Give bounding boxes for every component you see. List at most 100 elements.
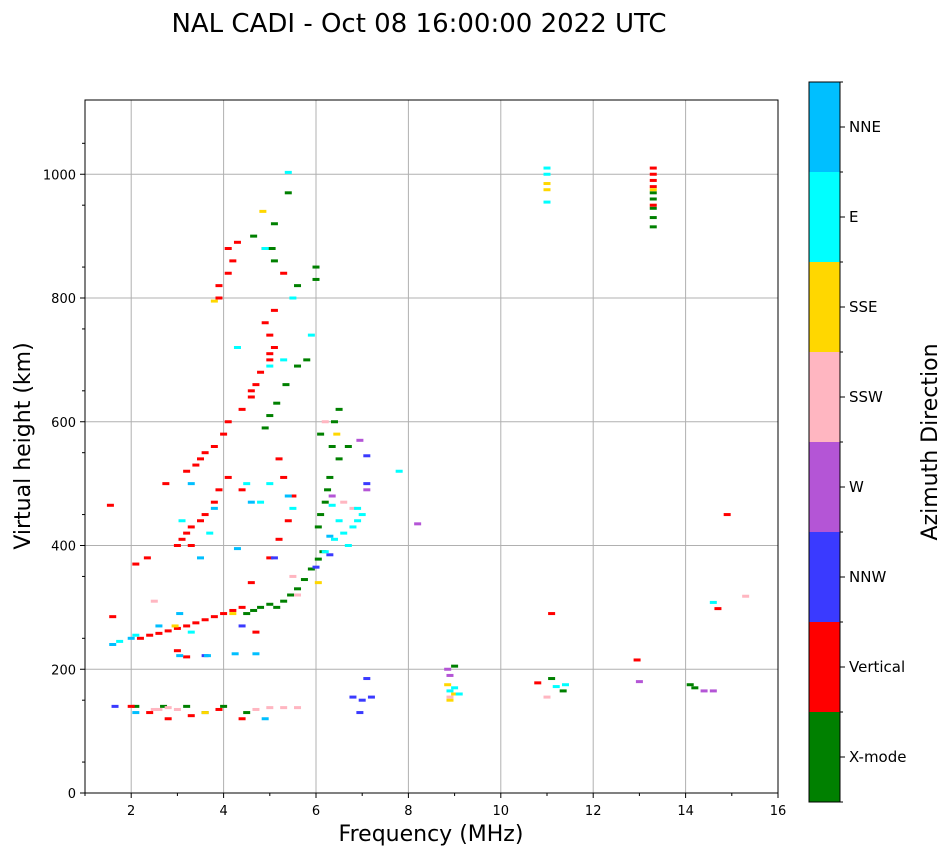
echo-point-vertical — [270, 308, 278, 312]
echo-point-e — [280, 358, 288, 362]
echo-point-e — [358, 513, 366, 517]
y-tick-label: 400 — [51, 540, 76, 555]
echo-point-e — [243, 482, 251, 486]
echo-point-w — [414, 522, 422, 526]
echo-point-nne — [284, 494, 292, 498]
echo-point-vertical — [173, 544, 181, 547]
echo-point-vertical — [146, 633, 154, 637]
echo-point-vertical — [649, 185, 657, 189]
echo-point-nne — [231, 652, 239, 656]
colorbar-tick-label: SSE — [849, 298, 878, 316]
echo-point-vertical — [633, 658, 641, 662]
echo-point-vertical — [534, 681, 542, 685]
echo-point-nne — [132, 711, 140, 715]
echo-point-vertical — [220, 432, 228, 436]
echo-point-vertical — [252, 383, 260, 387]
echo-point-vertical — [215, 488, 223, 492]
y-tick-label: 200 — [51, 663, 76, 678]
echo-point-sse — [543, 188, 551, 192]
echo-point-nne — [187, 482, 195, 486]
echo-point-x-mode — [321, 500, 329, 504]
echo-point-w — [635, 680, 643, 684]
echo-point-vertical — [187, 544, 195, 547]
echo-point-vertical — [146, 711, 154, 715]
echo-point-w — [356, 438, 364, 442]
echo-point-vertical — [201, 618, 209, 622]
echo-point-nnw — [349, 695, 357, 699]
chart-title: NAL CADI - Oct 08 16:00:00 2022 UTC — [171, 9, 666, 39]
echo-point-vertical — [275, 457, 283, 461]
echo-point-nne — [233, 547, 241, 551]
echo-point-vertical — [649, 172, 657, 176]
echo-point-vertical — [224, 420, 232, 424]
echo-point-ssw — [150, 599, 158, 603]
echo-point-x-mode — [300, 578, 308, 582]
echo-point-vertical — [106, 503, 114, 507]
echo-point-nne — [197, 556, 204, 560]
x-tick-label: 14 — [677, 804, 694, 819]
echo-point-x-mode — [324, 488, 332, 492]
echo-point-vertical — [224, 271, 232, 275]
echo-point-w — [700, 689, 708, 693]
y-tick-label: 0 — [68, 787, 76, 802]
echo-point-e — [543, 166, 551, 170]
echo-point-x-mode — [326, 475, 334, 479]
echo-point-w — [363, 488, 371, 492]
echo-point-ssw — [349, 506, 357, 510]
colorbar-tick-label: NNE — [849, 118, 881, 136]
echo-point-x-mode — [649, 197, 657, 201]
echo-point-sse — [210, 299, 218, 303]
echo-point-nnw — [358, 698, 366, 702]
echo-point-sse — [451, 692, 459, 696]
echo-point-vertical — [183, 624, 191, 628]
echo-point-vertical — [224, 247, 232, 250]
echo-point-nnw — [363, 482, 371, 486]
echo-point-nnw — [238, 624, 246, 628]
echo-point-e — [178, 519, 186, 523]
echo-point-vertical — [183, 531, 191, 535]
colorbar-segment-x-mode — [809, 712, 840, 802]
echo-point-x-mode — [451, 664, 459, 668]
colorbar-tick-label: SSW — [849, 388, 883, 406]
colorbar-segment-nnw — [809, 532, 840, 622]
echo-point-nne — [261, 717, 269, 721]
echo-point-nne — [127, 636, 135, 640]
echo-point-ssw — [164, 706, 172, 710]
echo-point-vertical — [178, 537, 186, 541]
echo-point-e — [266, 482, 274, 486]
echo-point-x-mode — [243, 612, 251, 616]
echo-point-ssw — [173, 707, 181, 711]
data-points — [106, 166, 750, 721]
echo-point-e — [395, 469, 403, 473]
echo-point-e — [354, 506, 362, 510]
colorbar-frame — [808, 81, 841, 803]
echo-point-x-mode — [220, 704, 228, 708]
echo-point-ssw — [266, 706, 274, 710]
echo-point-x-mode — [548, 677, 556, 681]
echo-point-nnw — [326, 553, 334, 557]
y-tick-label: 1000 — [43, 168, 76, 183]
echo-point-vertical — [215, 707, 223, 711]
echo-point-vertical — [238, 488, 246, 492]
echo-point-nne — [210, 506, 218, 510]
echo-point-ssw — [155, 707, 163, 711]
colorbar-tick-label: X-mode — [849, 748, 906, 766]
echo-point-x-mode — [261, 426, 269, 430]
echo-point-x-mode — [294, 364, 302, 368]
echo-point-nnw — [363, 454, 371, 458]
echo-point-vertical — [261, 321, 269, 325]
echo-point-sse — [314, 581, 322, 585]
colorbar-segment-sse — [809, 262, 840, 352]
colorbar: X-mode Vertical NNW W SSW SSE E NNE — [808, 81, 906, 803]
echo-point-vertical — [266, 556, 274, 560]
echo-point-vertical — [201, 513, 209, 517]
colorbar-segment-e — [809, 172, 840, 262]
colorbar-tick-label: W — [849, 478, 864, 496]
echo-point-nne — [155, 624, 163, 628]
grid — [85, 100, 778, 793]
echo-point-w — [328, 494, 336, 498]
echo-point-sse — [649, 188, 657, 192]
echo-point-nnw — [363, 677, 371, 681]
echo-point-e — [709, 600, 717, 604]
echo-point-e — [266, 364, 274, 368]
